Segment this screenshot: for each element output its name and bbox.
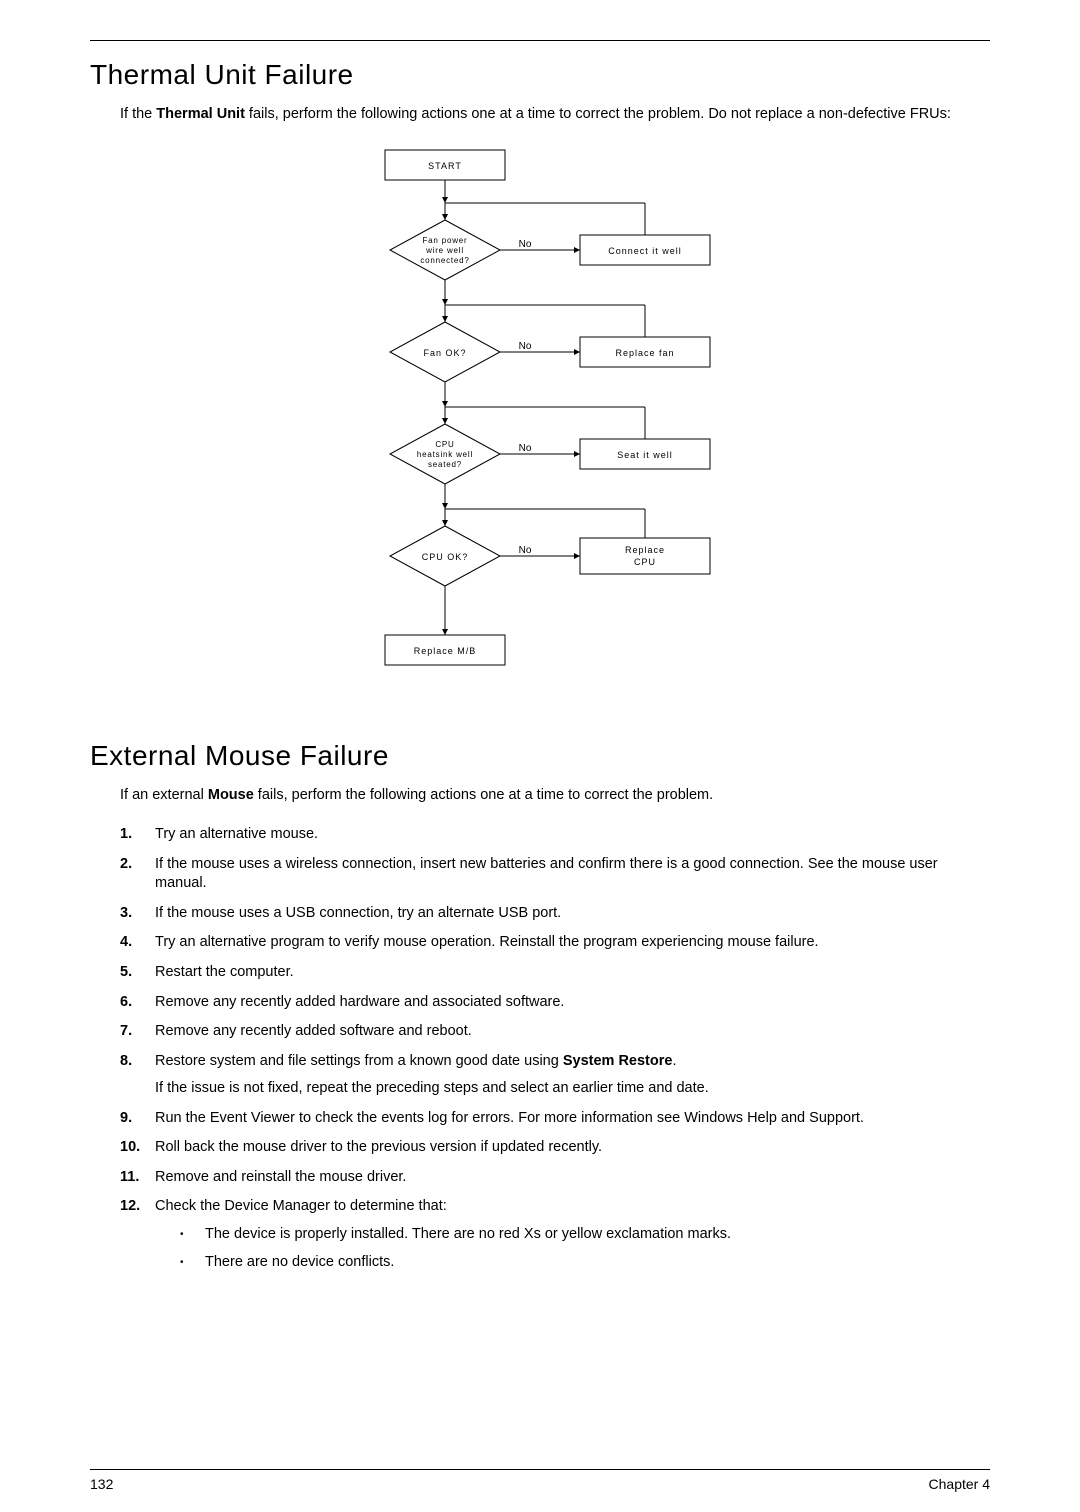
step8-sub: If the issue is not fixed, repeat the pr… bbox=[155, 1079, 990, 1099]
fc-d1-l3: connected? bbox=[420, 256, 469, 265]
fc-d3-l3: seated? bbox=[428, 460, 462, 469]
step-7: Remove any recently added software and r… bbox=[120, 1022, 990, 1042]
step-3: If the mouse uses a USB connection, try … bbox=[120, 904, 990, 924]
fc-a4-l1: Replace bbox=[625, 545, 665, 555]
fc-d2-no: No bbox=[519, 341, 532, 352]
fc-end: Replace M/B bbox=[414, 646, 477, 656]
intro-prefix: If the bbox=[120, 106, 156, 122]
chapter-label: Chapter 4 bbox=[929, 1476, 990, 1492]
step12-bullets: The device is properly installed. There … bbox=[155, 1225, 990, 1272]
step8-prefix: Restore system and file settings from a … bbox=[155, 1053, 563, 1069]
fc-d3-no: No bbox=[519, 443, 532, 454]
intro2-suffix: fails, perform the following actions one… bbox=[254, 787, 713, 803]
steps-list: Try an alternative mouse. If the mouse u… bbox=[120, 825, 990, 1272]
intro-suffix: fails, perform the following actions one… bbox=[245, 106, 951, 122]
fc-d4: CPU OK? bbox=[422, 552, 469, 562]
section1-intro: If the Thermal Unit fails, perform the f… bbox=[120, 105, 990, 125]
step-10: Roll back the mouse driver to the previo… bbox=[120, 1138, 990, 1158]
fc-a3: Seat it well bbox=[617, 450, 673, 460]
step8-suffix: . bbox=[672, 1053, 676, 1069]
fc-d1-l1: Fan power bbox=[423, 236, 468, 245]
step-8: Restore system and file settings from a … bbox=[120, 1052, 990, 1099]
section1-title: Thermal Unit Failure bbox=[90, 59, 990, 91]
step-2: If the mouse uses a wireless connection,… bbox=[120, 855, 990, 894]
fc-a2: Replace fan bbox=[615, 348, 674, 358]
flowchart: START Fan power wire well connected? No … bbox=[325, 145, 755, 705]
fc-d1-no: No bbox=[519, 239, 532, 250]
bottom-rule bbox=[90, 1469, 990, 1470]
step12-text: Check the Device Manager to determine th… bbox=[155, 1198, 447, 1214]
step-11: Remove and reinstall the mouse driver. bbox=[120, 1168, 990, 1188]
footer: 132 Chapter 4 bbox=[90, 1476, 990, 1492]
fc-a4-l2: CPU bbox=[634, 557, 656, 567]
fc-d3-l2: heatsink well bbox=[417, 450, 473, 459]
bullet-2: There are no device conflicts. bbox=[155, 1253, 990, 1273]
step-1: Try an alternative mouse. bbox=[120, 825, 990, 845]
fc-d1-l2: wire well bbox=[425, 246, 464, 255]
fc-d2: Fan OK? bbox=[423, 348, 466, 358]
step-6: Remove any recently added hardware and a… bbox=[120, 993, 990, 1013]
fc-a1: Connect it well bbox=[608, 246, 682, 256]
step-4: Try an alternative program to verify mou… bbox=[120, 933, 990, 953]
bullet-1: The device is properly installed. There … bbox=[155, 1225, 990, 1245]
section2-intro: If an external Mouse fails, perform the … bbox=[120, 786, 990, 806]
page-number: 132 bbox=[90, 1476, 113, 1492]
intro2-prefix: If an external bbox=[120, 787, 208, 803]
intro-bold: Thermal Unit bbox=[156, 106, 245, 122]
section2-title: External Mouse Failure bbox=[90, 740, 990, 772]
step-5: Restart the computer. bbox=[120, 963, 990, 983]
fc-start: START bbox=[428, 161, 462, 171]
step-12: Check the Device Manager to determine th… bbox=[120, 1197, 990, 1272]
intro2-bold: Mouse bbox=[208, 787, 254, 803]
fc-d3-l1: CPU bbox=[435, 440, 454, 449]
top-rule bbox=[90, 40, 990, 41]
fc-d4-no: No bbox=[519, 545, 532, 556]
step-9: Run the Event Viewer to check the events… bbox=[120, 1109, 990, 1129]
step8-bold: System Restore bbox=[563, 1053, 673, 1069]
